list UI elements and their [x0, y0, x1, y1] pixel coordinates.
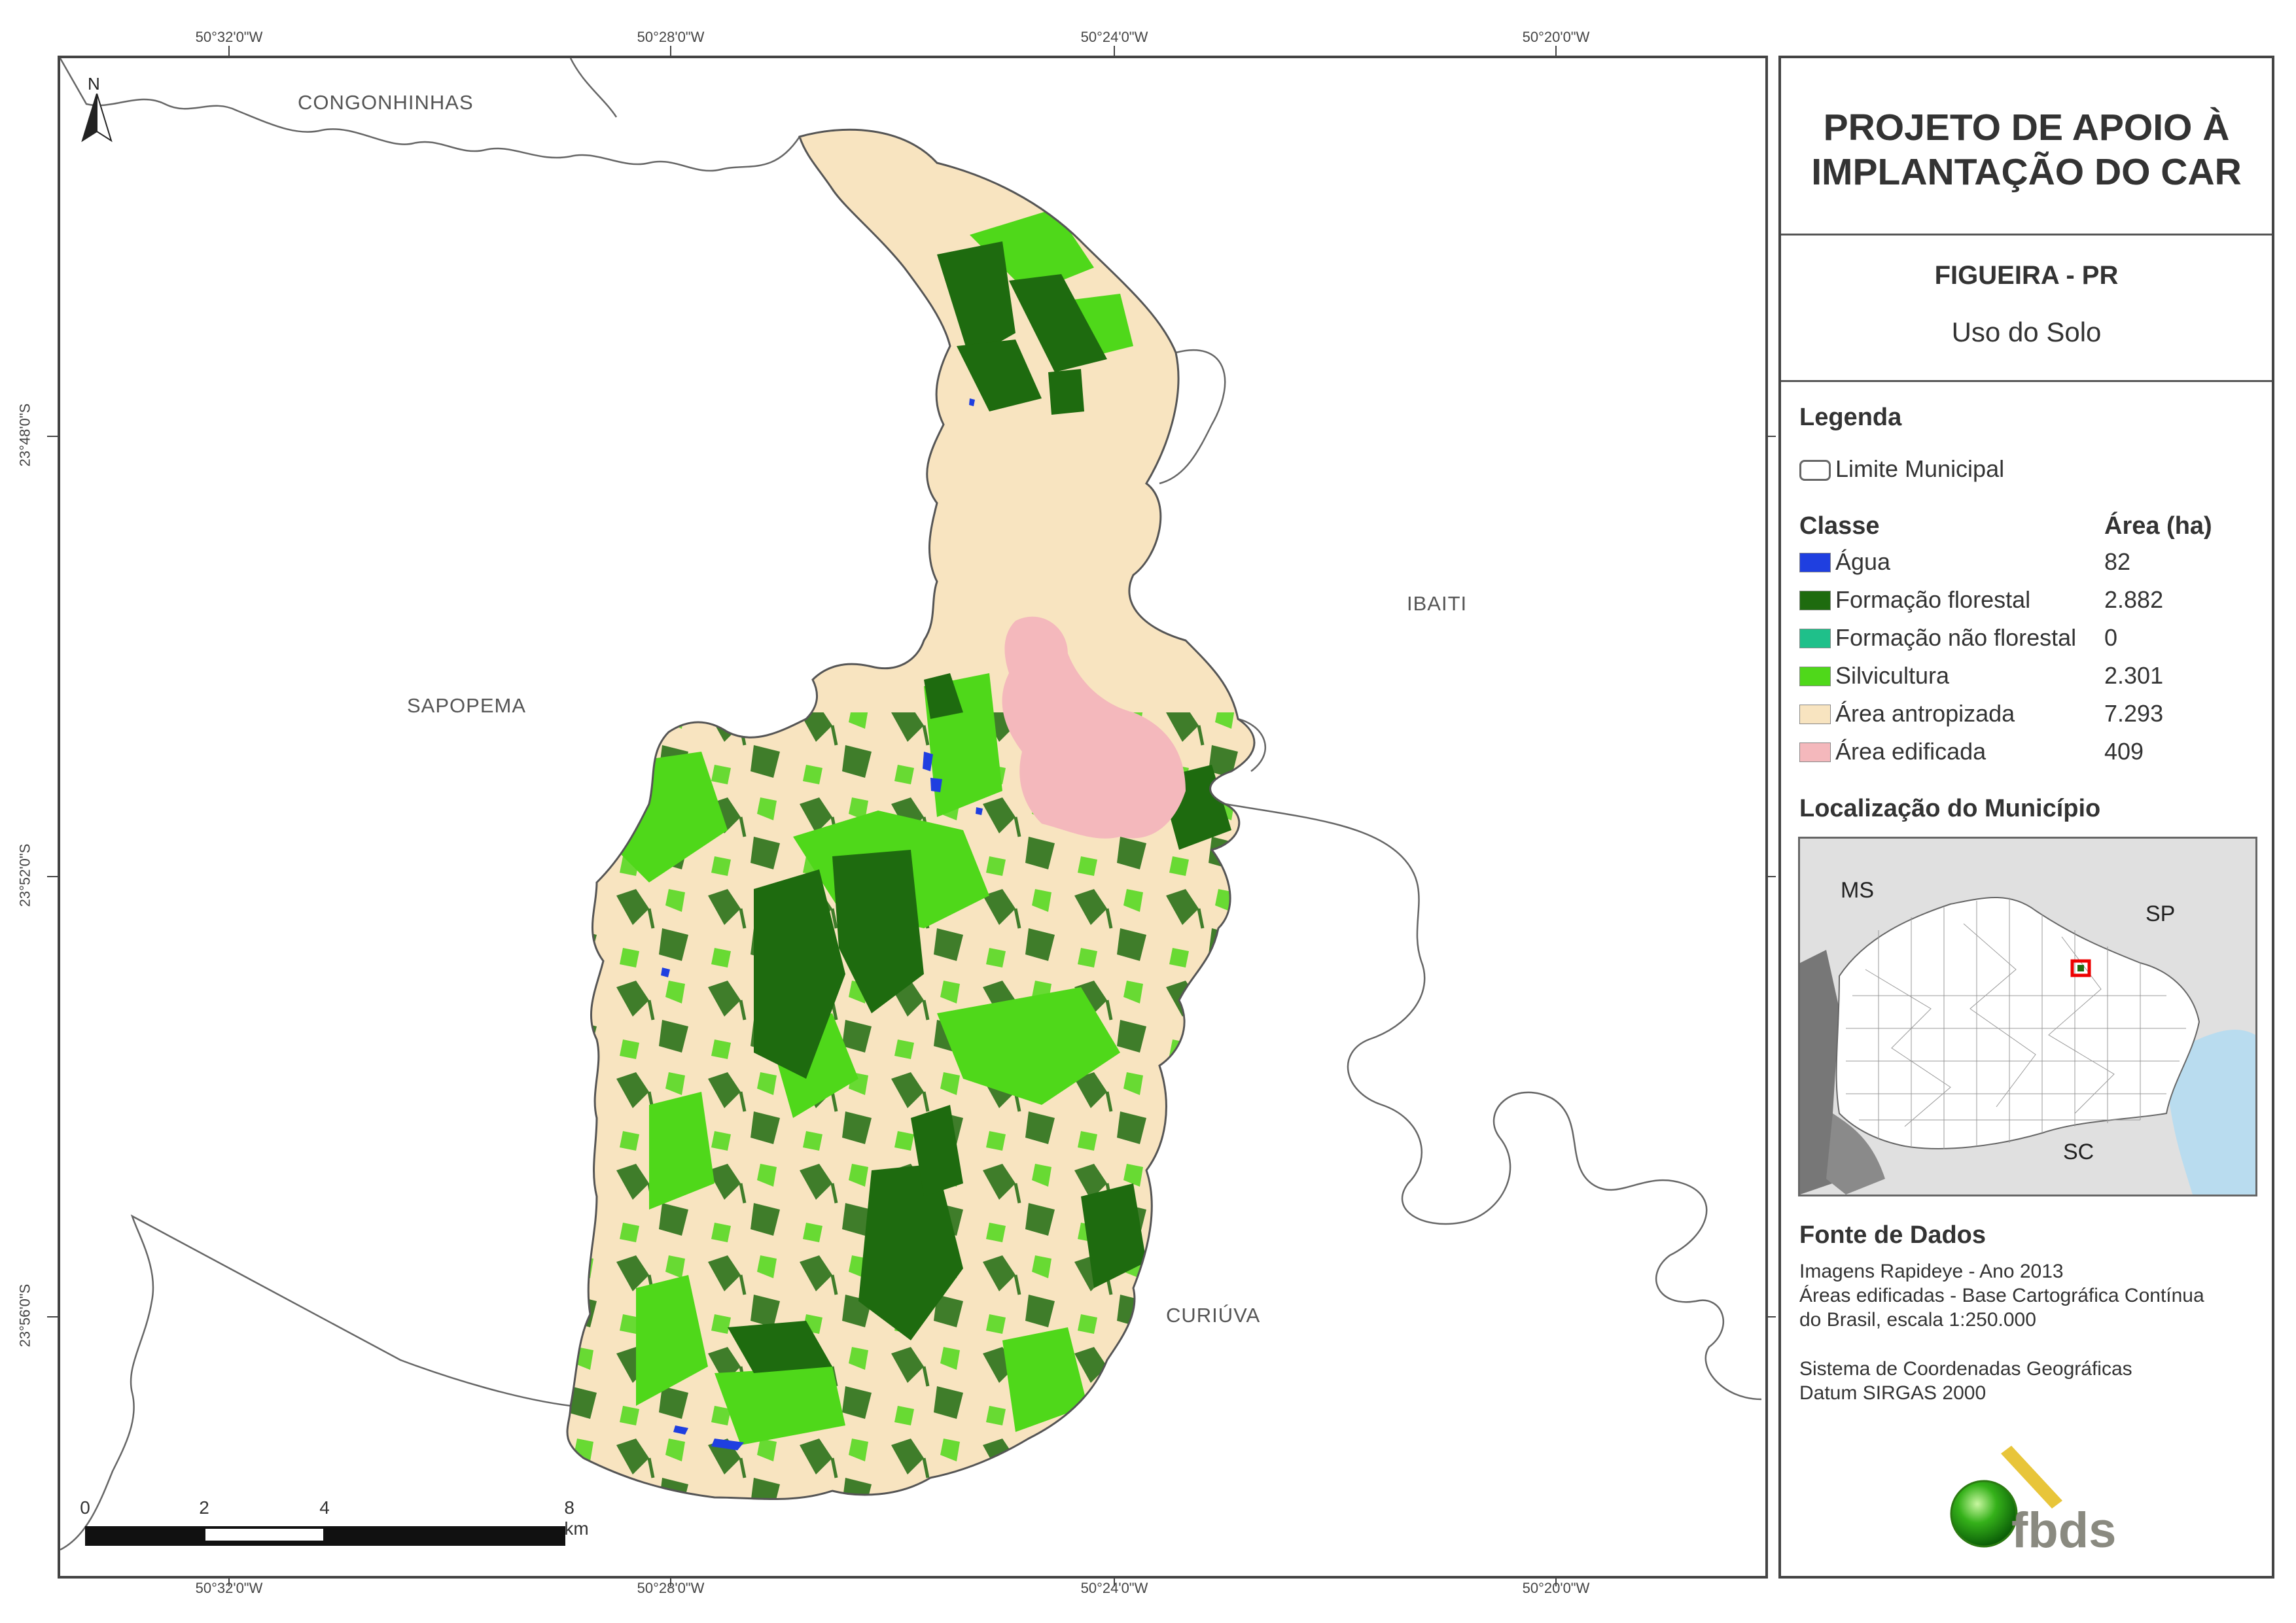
map-frame[interactable]: N CONGONHINHAS IBAITI SAPOPEMA CURIÚVA 0…: [58, 56, 1768, 1579]
neighbor-boundaries: [60, 58, 1762, 1551]
swatch-formacao-nao-florestal: [1799, 629, 1831, 648]
coord-top-3: 50°24'0"W: [1080, 29, 1148, 45]
class-label: Água: [1835, 548, 1891, 575]
coord-top-4: 50°20'0"W: [1522, 29, 1590, 45]
legend-class-agua: Água 82: [1799, 548, 2257, 576]
legend-panel: PROJETO DE APOIO À IMPLANTAÇÃO DO CAR FI…: [1778, 56, 2274, 1579]
class-area: 82: [2104, 548, 2131, 575]
theme-title: Uso do Solo: [1951, 317, 2102, 347]
locator-inset-map: MS SP SC: [1798, 837, 2257, 1196]
municipality-title: FIGUEIRA - PR: [1934, 261, 2119, 290]
coord-top-1: 50°32'0"W: [195, 29, 263, 45]
label-ibaiti: IBAITI: [1407, 592, 1468, 615]
legend-class-area-antropizada: Área antropizada 7.293: [1799, 699, 2257, 728]
legend-class-formacao-florestal: Formação florestal 2.882: [1799, 585, 2257, 614]
divider-2: [1781, 380, 2272, 382]
class-label: Formação não florestal: [1835, 624, 2077, 651]
land-use-map: [60, 58, 1762, 1551]
legend-heading: Legenda: [1799, 404, 1902, 431]
source-line-2: Áreas edificadas - Base Cartográfica Con…: [1799, 1285, 2204, 1306]
class-area: 409: [2104, 738, 2144, 765]
locator-map-graphic: [1800, 897, 2255, 1195]
inset-label-sp: SP: [2146, 901, 2176, 926]
swatch-formacao-florestal: [1799, 591, 1831, 610]
class-area: 2.301: [2104, 662, 2164, 689]
boundary-swatch: [1799, 460, 1831, 481]
location-heading: Localização do Município: [1799, 795, 2101, 822]
inset-label-sc: SC: [2063, 1140, 2094, 1164]
source-line-3: do Brasil, escala 1:250.000: [1799, 1309, 2036, 1331]
scale-bar-white-segment: [205, 1529, 323, 1541]
fbds-logo: fbds: [1938, 1442, 2134, 1560]
fbds-logo-icon: [1950, 1446, 2062, 1548]
class-heading: Classe: [1799, 512, 1880, 540]
label-sapopema: SAPOPEMA: [407, 694, 526, 717]
legend-class-silvicultura: Silvicultura 2.301: [1799, 661, 2257, 690]
scale-label-4: 4: [319, 1497, 330, 1518]
scale-bar: 0 2 4 8 km: [80, 1497, 589, 1556]
crs-line-2: Datum SIRGAS 2000: [1799, 1382, 1987, 1404]
boundary-label: Limite Municipal: [1835, 455, 2005, 482]
swatch-silvicultura: [1799, 667, 1831, 686]
legend-boundary: Limite Municipal: [1799, 455, 2257, 483]
scale-label-2: 2: [199, 1497, 209, 1518]
legend-class-area-edificada: Área edificada 409: [1799, 737, 2257, 766]
swatch-area-edificada: [1799, 742, 1831, 762]
class-label: Área edificada: [1835, 738, 1987, 765]
label-curiuva: CURIÚVA: [1166, 1304, 1261, 1327]
class-label: Área antropizada: [1835, 700, 2015, 727]
crs-line-1: Sistema de Coordenadas Geográficas: [1799, 1358, 2132, 1380]
divider-1: [1781, 234, 2272, 236]
fbds-logo-text: fbds: [2011, 1503, 2117, 1558]
north-label: N: [88, 74, 100, 94]
coord-top-2: 50°28'0"W: [637, 29, 705, 45]
class-label: Silvicultura: [1835, 662, 1950, 689]
area-heading: Área (ha): [2104, 512, 2212, 540]
label-congonhinhas: CONGONHINHAS: [298, 91, 474, 114]
class-area: 2.882: [2104, 586, 2164, 613]
scale-label-8: 8 km: [564, 1497, 589, 1539]
project-title-line1: PROJETO DE APOIO À: [1823, 107, 2230, 148]
north-arrow-icon: [81, 94, 113, 143]
class-area: 0: [2104, 624, 2118, 651]
legend-class-formacao-nao-florestal: Formação não florestal 0: [1799, 623, 2257, 652]
sources-heading: Fonte de Dados: [1799, 1221, 1987, 1249]
location-marker-icon: [2070, 959, 2091, 977]
project-title-line2: IMPLANTAÇÃO DO CAR: [1811, 151, 2242, 193]
source-line-1: Imagens Rapideye - Ano 2013: [1799, 1261, 2064, 1282]
north-arrow: N: [77, 74, 116, 146]
scale-label-0: 0: [80, 1497, 90, 1518]
class-area: 7.293: [2104, 700, 2164, 727]
class-label: Formação florestal: [1835, 586, 2031, 613]
scale-bar-track: [85, 1526, 565, 1546]
inset-label-ms: MS: [1841, 878, 1874, 903]
swatch-agua: [1799, 553, 1831, 572]
swatch-area-antropizada: [1799, 705, 1831, 724]
